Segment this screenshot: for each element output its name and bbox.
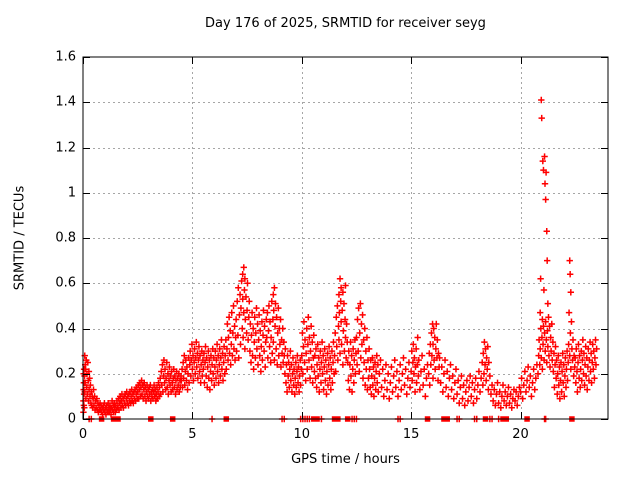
x-tick-label: 5	[188, 427, 197, 442]
y-tick-label: 1.4	[55, 94, 76, 110]
y-tick-label: 0.6	[55, 275, 76, 291]
x-tick-label: 10	[293, 427, 311, 442]
y-tick-label: 0.2	[55, 366, 76, 382]
x-axis-label: GPS time / hours	[291, 452, 400, 467]
x-tick-label: 0	[78, 427, 88, 442]
chart-title: Day 176 of 2025, SRMTID for receiver sey…	[205, 16, 486, 31]
x-tick-label: 15	[402, 427, 420, 442]
y-tick-label: 0	[67, 411, 76, 427]
y-tick-label: 1.2	[55, 140, 76, 155]
x-tick-label: 20	[512, 427, 529, 442]
y-tick-label: 0.4	[55, 321, 76, 336]
axis-ticks	[83, 57, 608, 420]
y-tick-label: 0.8	[55, 230, 76, 246]
y-tick-label: 1	[67, 185, 76, 201]
y-tick-label: 1.6	[55, 49, 76, 65]
